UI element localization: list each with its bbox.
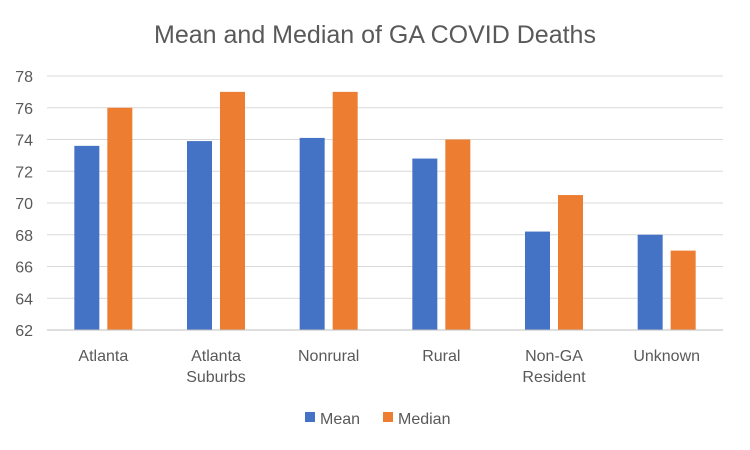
y-tick-label: 72 [15,164,33,181]
bar-median [332,91,358,330]
x-category-label-line: Nonrural [298,348,359,365]
bar-median [558,195,583,330]
y-tick-label: 76 [15,101,33,118]
x-category-label: Rural [422,348,460,365]
y-tick-label: 64 [15,291,33,308]
bar-median [670,250,696,330]
category-labels: Atlanta Atlanta Suburbs Nonrural Rural Non-GA… [78,348,700,386]
x-category-label: Nonrural [298,348,359,365]
legend-label-median: Median [398,411,450,428]
x-category-label: Atlanta [78,348,128,365]
legend-swatch-median [383,412,393,422]
y-tick-label: 68 [15,228,33,245]
bar-median [220,91,245,330]
x-category-label-line: Resident [522,369,586,386]
gridlines [47,75,723,299]
chart-title: Mean and Median of GA COVID Deaths [154,21,596,49]
x-category-label: Atlanta Suburbs [186,348,246,386]
bars [74,91,696,330]
legend-label-mean: Mean [320,411,360,428]
y-tick-label: 78 [15,69,33,86]
bar-mean [299,137,325,330]
bar-mean [637,234,663,330]
x-category-label-line: Atlanta [191,348,241,365]
legend: Mean Median [305,411,450,428]
y-tick-label: 70 [15,196,33,213]
y-tick-label: 62 [15,323,33,340]
bar-median [445,139,471,330]
x-category-label: Non-GA Resident [522,348,586,386]
bar-mean [74,145,100,330]
x-category-label-line: Non-GA [525,348,583,365]
x-category-label-line: Rural [422,348,460,365]
x-category-label-line: Unknown [633,348,700,365]
y-tick-label: 66 [15,260,33,277]
x-category-label-line: Suburbs [186,369,246,386]
y-tick-label: 74 [15,133,33,150]
bar-mean [412,158,438,330]
y-axis-ticks: 62 64 66 68 70 72 74 76 78 [15,69,33,340]
bar-median [107,107,133,330]
x-category-label-line: Atlanta [78,348,128,365]
legend-swatch-mean [305,412,315,422]
x-category-label: Unknown [633,348,700,365]
bar-mean [187,141,212,330]
bar-mean [525,231,550,330]
